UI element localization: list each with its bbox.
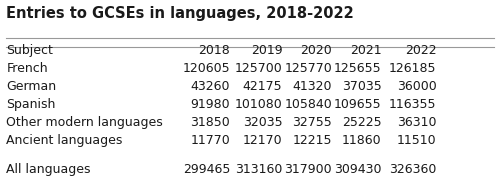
Text: 105840: 105840 — [284, 98, 332, 111]
Text: 125655: 125655 — [334, 62, 382, 75]
Text: 309430: 309430 — [334, 163, 382, 176]
Text: 36310: 36310 — [397, 116, 436, 129]
Text: 120605: 120605 — [182, 62, 230, 75]
Text: 12215: 12215 — [292, 134, 332, 147]
Text: 326360: 326360 — [389, 163, 436, 176]
Text: 36000: 36000 — [396, 80, 436, 93]
Text: 41320: 41320 — [292, 80, 332, 93]
Text: 91980: 91980 — [190, 98, 230, 111]
Text: 11510: 11510 — [397, 134, 436, 147]
Text: 2020: 2020 — [300, 44, 332, 57]
Text: 37035: 37035 — [342, 80, 382, 93]
Text: 42175: 42175 — [242, 80, 282, 93]
Text: Other modern languages: Other modern languages — [6, 116, 163, 129]
Text: 32755: 32755 — [292, 116, 332, 129]
Text: Subject: Subject — [6, 44, 53, 57]
Text: All languages: All languages — [6, 163, 91, 176]
Text: Entries to GCSEs in languages, 2018-2022: Entries to GCSEs in languages, 2018-2022 — [6, 6, 354, 21]
Text: 299465: 299465 — [182, 163, 230, 176]
Text: 317900: 317900 — [284, 163, 332, 176]
Text: 313160: 313160 — [235, 163, 282, 176]
Text: 2021: 2021 — [350, 44, 382, 57]
Text: 25225: 25225 — [342, 116, 382, 129]
Text: Ancient languages: Ancient languages — [6, 134, 122, 147]
Text: German: German — [6, 80, 56, 93]
Text: 2022: 2022 — [405, 44, 436, 57]
Text: French: French — [6, 62, 48, 75]
Text: 116355: 116355 — [389, 98, 436, 111]
Text: 2019: 2019 — [250, 44, 282, 57]
Text: 11860: 11860 — [342, 134, 382, 147]
Text: 11770: 11770 — [190, 134, 230, 147]
Text: 109655: 109655 — [334, 98, 382, 111]
Text: 101080: 101080 — [234, 98, 282, 111]
Text: 125700: 125700 — [234, 62, 282, 75]
Text: 2018: 2018 — [198, 44, 230, 57]
Text: 43260: 43260 — [190, 80, 230, 93]
Text: 125770: 125770 — [284, 62, 332, 75]
Text: 32035: 32035 — [242, 116, 282, 129]
Text: 12170: 12170 — [242, 134, 282, 147]
Text: Spanish: Spanish — [6, 98, 56, 111]
Text: 31850: 31850 — [190, 116, 230, 129]
Text: 126185: 126185 — [389, 62, 436, 75]
